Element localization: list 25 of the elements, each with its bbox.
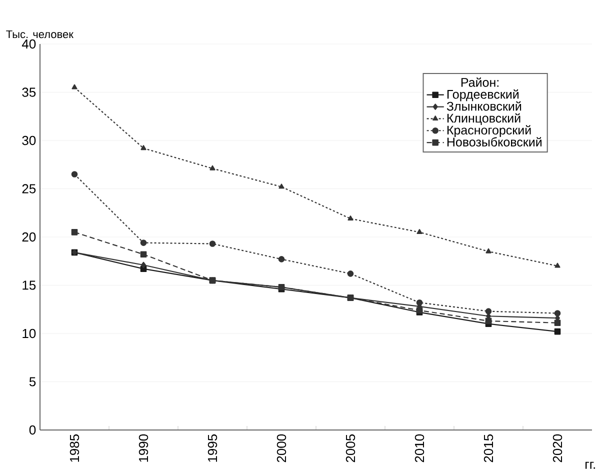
- y-tick-label: 10: [22, 328, 36, 338]
- y-tick-label: 20: [22, 232, 36, 242]
- y-tick-label: 25: [22, 184, 36, 194]
- y-tick-label: 35: [22, 88, 36, 97]
- x-tick-label: 1990: [138, 434, 148, 462]
- x-tick-label: 2000: [276, 434, 286, 462]
- x-axis-title: гг.: [586, 462, 595, 469]
- y-axis-title: Тыс. человек: [6, 30, 74, 38]
- y-tick-label: 5: [29, 377, 36, 386]
- x-tick-label: 2005: [346, 434, 356, 462]
- legend-label: Клинцовский: [447, 113, 520, 125]
- x-tick-label: 1995: [208, 434, 218, 462]
- x-tick-label: 2015: [484, 434, 494, 462]
- legend-label: Злынковский: [446, 101, 522, 111]
- legend-label: Гордеевский: [447, 89, 518, 102]
- x-tick-label: 2020: [552, 434, 562, 462]
- y-tick-label: 30: [22, 136, 36, 146]
- legend-label: Красногорский: [447, 125, 531, 138]
- x-tick-label: 1985: [70, 434, 80, 462]
- legend-title: Район:: [461, 77, 498, 87]
- x-tick-label: 2010: [414, 434, 424, 462]
- y-tick-label: 40: [22, 39, 36, 49]
- y-tick-label: 0: [29, 425, 36, 435]
- y-tick-label: 15: [22, 280, 36, 290]
- legend-label: Новозыбковский: [447, 137, 542, 146]
